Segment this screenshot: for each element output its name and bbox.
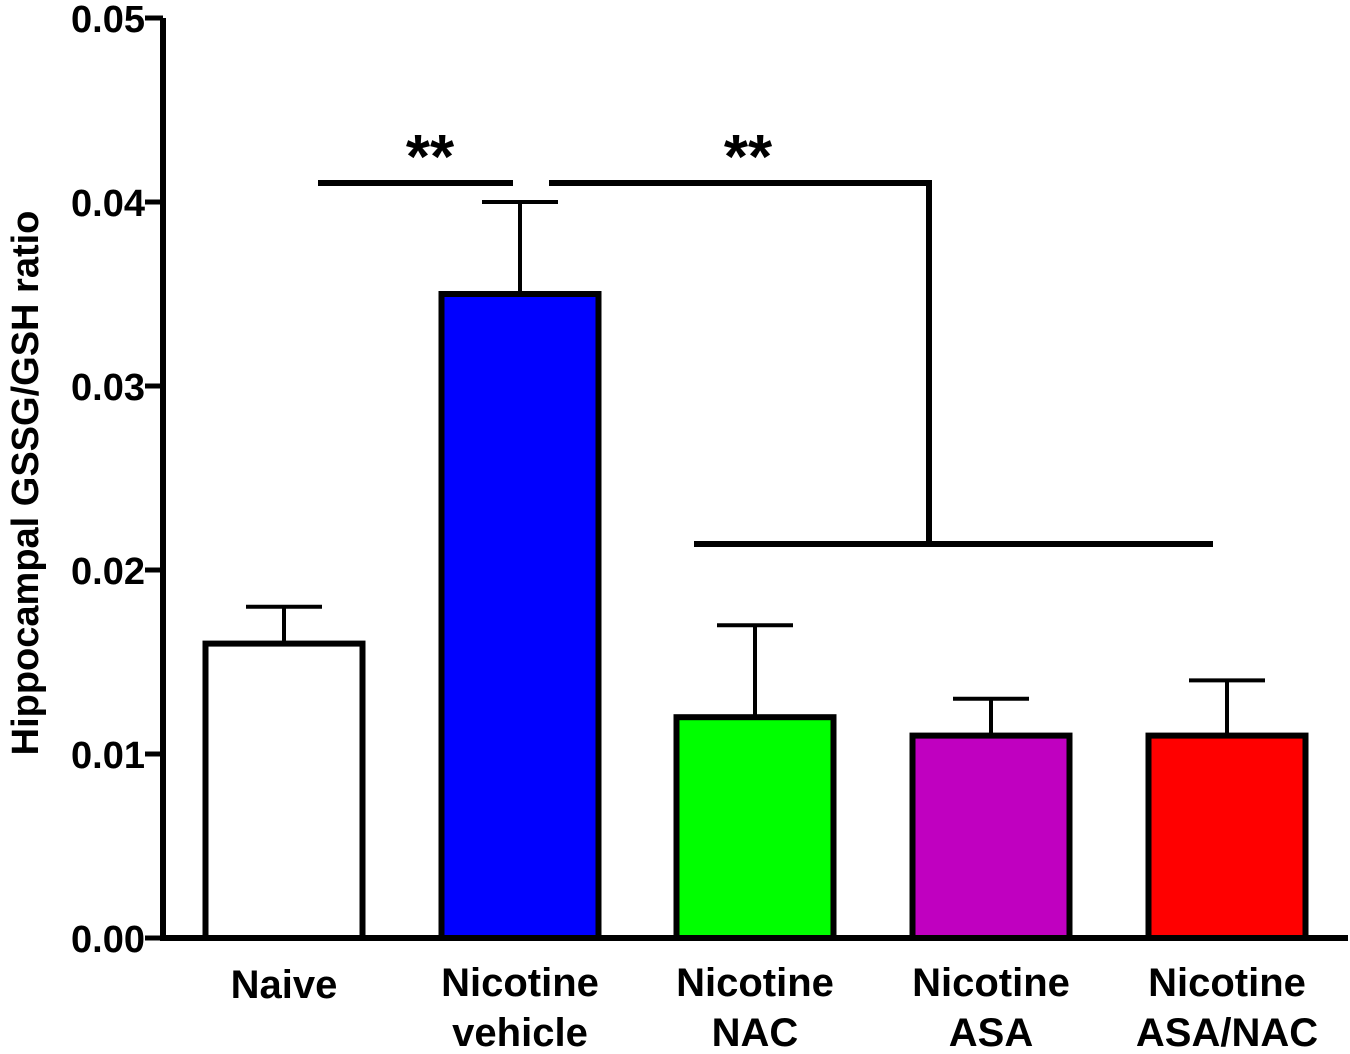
bar — [909, 732, 1073, 941]
y-tick-label: 0.04 — [71, 183, 145, 225]
significance-label-2: ** — [724, 123, 773, 192]
x-category-label: Naive — [231, 963, 338, 1007]
y-tick-label: 0.01 — [71, 735, 145, 777]
bar — [202, 640, 366, 941]
x-category-label: Nicotine vehicle — [441, 961, 599, 1054]
x-category-label: Nicotine ASA/NAC — [1136, 961, 1318, 1054]
y-tick-label: 0.05 — [71, 0, 145, 41]
y-tick-label: 0.02 — [71, 551, 145, 593]
x-category-label: Nicotine NAC — [676, 961, 834, 1054]
significance-bar-2 — [549, 180, 932, 544]
significance-label-1: ** — [406, 123, 455, 192]
bars — [202, 291, 1309, 942]
bar — [673, 714, 837, 942]
y-axis-title: Hippocampal GSSG/GSH ratio — [5, 211, 47, 756]
significance-annotations: ** ** — [318, 123, 1213, 547]
y-tick-label: 0.03 — [71, 367, 145, 409]
bar — [438, 291, 602, 941]
x-category-label: Nicotine ASA — [912, 961, 1070, 1054]
labels: 0.00 0.01 0.02 0.03 0.04 0.05 Hippocampal GSSG… — [5, 0, 1318, 1054]
error-bars — [246, 200, 1265, 736]
y-tick-label: 0.00 — [71, 919, 145, 961]
bar — [1145, 732, 1309, 941]
